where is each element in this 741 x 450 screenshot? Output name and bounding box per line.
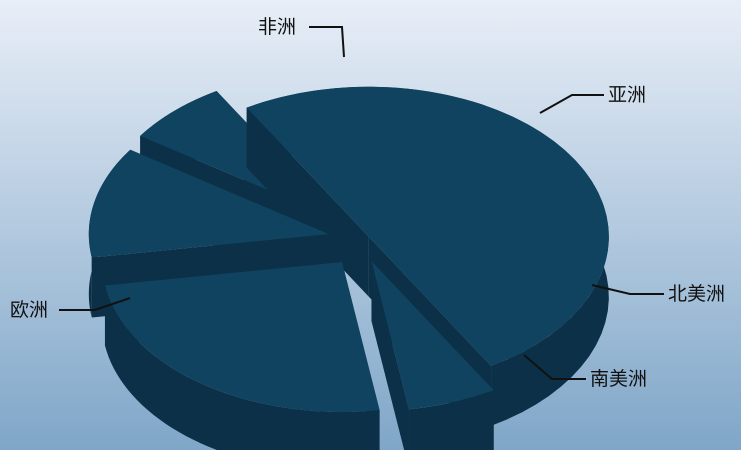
slice-label: 欧洲 bbox=[10, 299, 48, 321]
slice-label: 非洲 bbox=[258, 16, 296, 38]
pie-slice-wall bbox=[371, 261, 410, 450]
leader-line bbox=[523, 354, 586, 380]
pie-slice-side bbox=[104, 285, 380, 450]
leader-line bbox=[539, 94, 604, 114]
slice-label: 亚洲 bbox=[608, 84, 646, 106]
pie-slice-top bbox=[104, 262, 380, 413]
leader-line bbox=[59, 297, 131, 311]
leader-line bbox=[309, 26, 345, 58]
pie-slice-top bbox=[371, 261, 494, 410]
pie-slice-5 bbox=[371, 261, 494, 450]
slice-label: 北美洲 bbox=[668, 283, 725, 305]
slice-label: 南美洲 bbox=[590, 368, 647, 390]
pie-slice-1 bbox=[104, 262, 380, 450]
pie-slice-side bbox=[409, 390, 494, 450]
pie-slice-top bbox=[88, 149, 329, 258]
pie-slice-top bbox=[246, 86, 609, 366]
leader-line bbox=[591, 284, 664, 295]
